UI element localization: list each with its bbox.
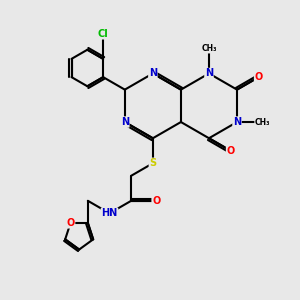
Text: Cl: Cl bbox=[98, 29, 109, 39]
Text: O: O bbox=[226, 146, 235, 156]
Text: CH₃: CH₃ bbox=[255, 118, 270, 127]
Text: N: N bbox=[205, 68, 213, 78]
Text: O: O bbox=[152, 196, 160, 206]
Text: O: O bbox=[255, 72, 263, 82]
Text: O: O bbox=[66, 218, 75, 228]
Text: HN: HN bbox=[101, 208, 118, 218]
Text: CH₃: CH₃ bbox=[201, 44, 217, 53]
Text: N: N bbox=[121, 117, 129, 127]
Text: N: N bbox=[233, 117, 241, 127]
Text: N: N bbox=[149, 68, 157, 78]
Text: S: S bbox=[149, 158, 156, 168]
